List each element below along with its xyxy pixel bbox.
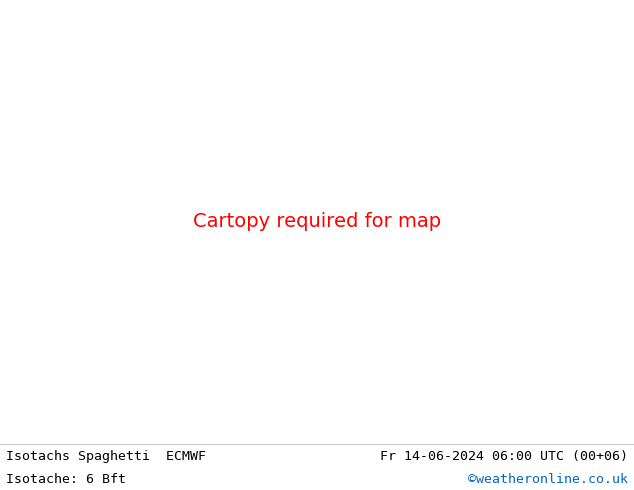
Text: Fr 14-06-2024 06:00 UTC (00+06): Fr 14-06-2024 06:00 UTC (00+06) (380, 450, 628, 463)
Text: Isotachs Spaghetti  ECMWF: Isotachs Spaghetti ECMWF (6, 450, 206, 463)
Text: ©weatheronline.co.uk: ©weatheronline.co.uk (468, 473, 628, 486)
Text: Cartopy required for map: Cartopy required for map (193, 212, 441, 231)
Text: Isotache: 6 Bft: Isotache: 6 Bft (6, 473, 126, 486)
